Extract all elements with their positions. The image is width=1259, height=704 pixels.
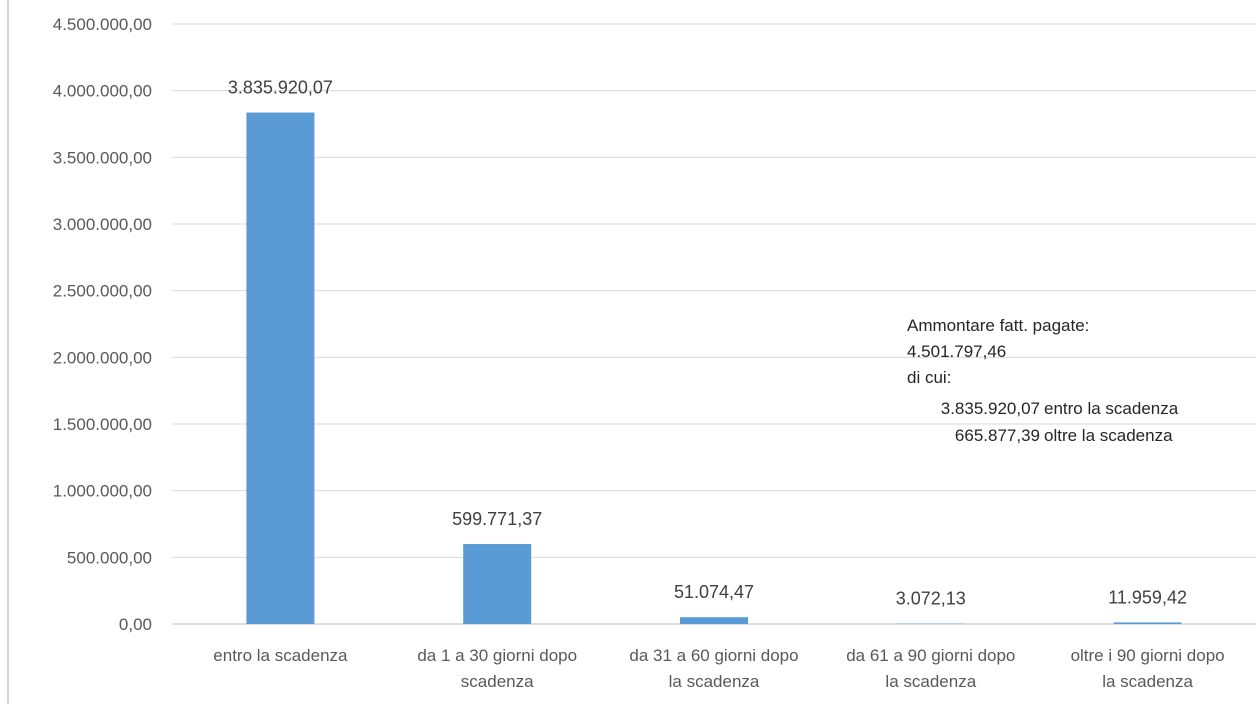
y-tick-label: 2.000.000,00	[53, 348, 152, 367]
data-label: 3.835.920,07	[228, 78, 333, 98]
x-tick-label: da 31 a 60 giorni dopo	[629, 646, 798, 665]
annotation-of-which: di cui:	[907, 368, 951, 387]
y-tick-label: 2.500.000,00	[53, 282, 152, 301]
annotation-title: Ammontare fatt. pagate:	[907, 316, 1089, 335]
annotation-beyond-text: oltre la scadenza	[1044, 426, 1173, 445]
data-label: 3.072,13	[896, 589, 966, 609]
annotation-total: 4.501.797,46	[907, 342, 1006, 361]
x-tick-label: da 1 a 30 giorni dopo	[417, 646, 577, 665]
y-tick-label: 4.000.000,00	[53, 82, 152, 101]
x-tick-label: da 61 a 90 giorni dopo	[846, 646, 1015, 665]
x-tick-label: oltre i 90 giorni dopo	[1071, 646, 1225, 665]
x-tick-label: la scadenza	[1102, 672, 1193, 691]
y-axis: 0,00 500.000,00 1.000.000,00 1.500.000,00 2.…	[53, 15, 152, 634]
annotation-within-text: entro la scadenza	[1044, 399, 1179, 418]
data-label: 11.959,42	[1108, 587, 1187, 607]
x-tick-label: entro la scadenza	[213, 646, 348, 665]
y-tick-label: 1.000.000,00	[53, 482, 152, 501]
bar	[463, 544, 532, 624]
bar	[896, 623, 965, 625]
bar	[1113, 622, 1182, 624]
annotation-beyond-amount: 665.877,39	[955, 426, 1040, 445]
gridlines	[172, 23, 1256, 625]
data-label: 599.771,37	[452, 509, 542, 529]
y-tick-label: 1.500.000,00	[53, 415, 152, 434]
x-axis: entro la scadenza da 1 a 30 giorni dopo sc…	[213, 646, 1224, 691]
bar	[246, 112, 315, 624]
y-tick-label: 4.500.000,00	[53, 15, 152, 34]
x-tick-label: la scadenza	[885, 672, 976, 691]
chart-border	[7, 0, 9, 704]
x-tick-label: la scadenza	[669, 672, 760, 691]
y-tick-label: 500.000,00	[67, 548, 152, 567]
y-tick-label: 3.000.000,00	[53, 215, 152, 234]
annotation-box: Ammontare fatt. pagate: 4.501.797,46 di …	[907, 316, 1179, 445]
y-tick-label: 3.500.000,00	[53, 148, 152, 167]
data-labels: 3.835.920,07 599.771,37 51.074,47 3.072,13 1…	[228, 78, 1187, 609]
annotation-within-amount: 3.835.920,07	[941, 399, 1040, 418]
bar	[680, 617, 748, 624]
x-tick-label: scadenza	[461, 672, 534, 691]
data-label: 51.074,47	[674, 582, 754, 602]
bars	[246, 112, 1182, 625]
y-tick-label: 0,00	[119, 615, 152, 634]
